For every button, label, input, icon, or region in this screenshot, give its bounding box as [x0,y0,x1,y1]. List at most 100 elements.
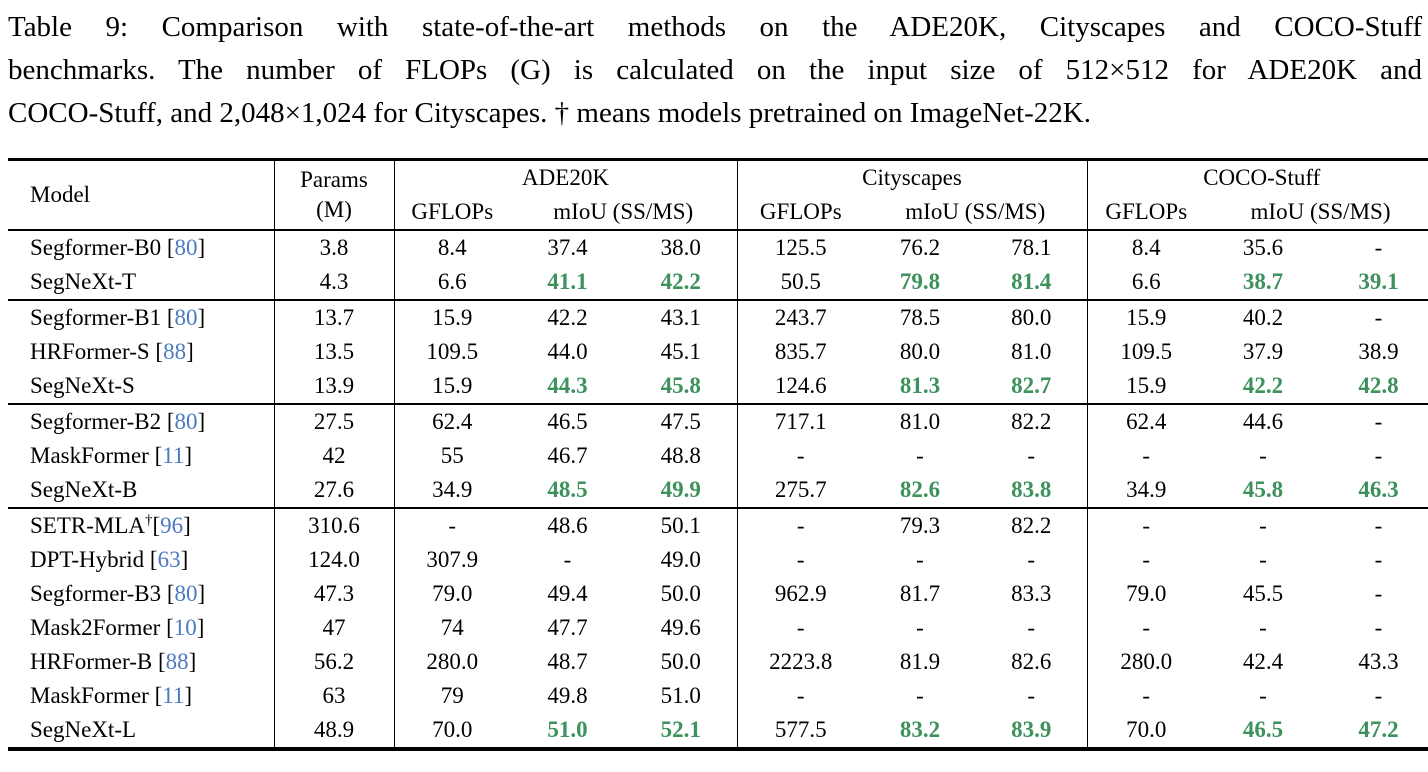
table-row: MaskFormer [11] 42 55 46.7 48.8 - - - - - - [8,439,1428,473]
metric-value: 39.1 [1358,269,1399,294]
model-name: Segformer-B3 [80] [30,581,206,606]
metric-value: 48.7 [547,649,588,674]
model-name: HRFormer-B [88] [30,649,197,674]
table-row: SETR-MLA†[96] 310.6-48.6 50.1-79.3 82.2- - - [8,508,1428,543]
metric-value: 34.9 [393,473,510,508]
params-value: 4.3 [273,265,395,300]
metric-value: 109.5 [1086,335,1206,369]
citation-link[interactable]: 80 [174,409,198,434]
metric-value: 44.6 [1242,409,1284,434]
metric-value: 44.3 [547,373,588,398]
citation-link[interactable]: 80 [174,235,198,260]
model-name: SegNeXt-T [30,269,137,294]
params-value: 310.6 [273,508,395,543]
metric-value: - [1086,508,1206,543]
metric-value: 70.0 [393,713,510,749]
metric-value: - [1374,305,1383,330]
citation-link[interactable]: 88 [163,339,187,364]
metric-value: 46.7 [547,443,588,468]
table-caption: Table 9: Comparison with state-of-the-ar… [8,6,1422,135]
metric-value: 6.6 [1086,265,1206,300]
table-row: Segformer-B1 [80] 13.7 15.9 42.2 43.1 243.7 78… [8,300,1428,335]
metric-value: - [1259,683,1267,708]
table-row: Segformer-B3 [80] 47.3 79.0 49.4 50.0 962.9 81… [8,577,1428,611]
table-row: Segformer-B0 [80] 3.8 8.4 37.4 38.0 125.5 76.2… [8,230,1428,265]
metric-value: 81.7 [899,581,941,606]
metric-value: 42.4 [1242,649,1284,674]
column-header-params: Params (M) [273,159,395,230]
metric-value: 80.0 [1011,305,1052,330]
metric-value: - [1086,543,1206,577]
metric-value: 577.5 [736,713,864,749]
metric-value: 6.6 [393,265,510,300]
metric-value: 48.6 [547,513,588,538]
metric-value: 79.8 [899,269,941,294]
metric-value: - [1086,679,1206,713]
metric-value: 962.9 [736,577,864,611]
metric-value: 48.8 [660,443,701,468]
subheader-miou-ade20k: mIoU (SS/MS) [553,199,694,224]
params-value: 56.2 [273,645,395,679]
params-value: 63 [273,679,395,713]
model-name: DPT-Hybrid [63] [30,547,189,572]
subheader-gflops-coco-stuff: GFLOPs [1086,195,1206,230]
metric-value: 78.1 [1011,235,1052,260]
citation-link[interactable]: 10 [173,615,197,640]
metric-value: 8.4 [393,230,510,265]
metric-value: 81.4 [1011,269,1052,294]
metric-value: 55 [393,439,510,473]
metric-value: 82.6 [1011,649,1052,674]
metric-value: 79 [393,679,510,713]
metric-value: - [1086,439,1206,473]
metric-value: 51.0 [660,683,701,708]
metric-value: - [1027,547,1036,572]
params-value: 27.6 [273,473,395,508]
citation-link[interactable]: 96 [160,513,184,538]
metric-value: 280.0 [393,645,510,679]
model-name: Segformer-B2 [80] [30,409,206,434]
metric-value: - [1374,547,1383,572]
metric-value: 62.4 [1086,404,1206,439]
subheader-gflops-ade20k: GFLOPs [393,195,510,230]
metric-value: 47.5 [660,409,701,434]
metric-value: 280.0 [1086,645,1206,679]
metric-value: 35.6 [1242,235,1284,260]
metric-value: 42.8 [1358,373,1399,398]
table-row: SegNeXt-B 27.6 34.9 48.5 49.9 275.7 82.6 83.8 34… [8,473,1428,508]
metric-value: 50.1 [660,513,701,538]
model-name: SegNeXt-S [30,373,135,398]
table-row: HRFormer-B [88] 56.2 280.0 48.7 50.0 2223.8 81… [8,645,1428,679]
metric-value: 78.5 [899,305,941,330]
table-row: SegNeXt-T 4.3 6.6 41.1 42.2 50.5 79.8 81.4 6.6 38… [8,265,1428,300]
metric-value: 82.2 [1011,513,1052,538]
citation-link[interactable]: 63 [157,547,181,572]
model-name: MaskFormer [11] [30,443,193,468]
metric-value: 44.0 [547,339,588,364]
citation-link[interactable]: 11 [162,683,185,708]
citation-link[interactable]: 88 [165,649,189,674]
params-value: 13.9 [273,369,395,404]
citation-link[interactable]: 80 [174,305,198,330]
metric-value: - [1086,611,1206,645]
metric-value: 717.1 [736,404,864,439]
citation-link[interactable]: 11 [162,443,185,468]
metric-value: 81.3 [899,373,941,398]
metric-value: 49.4 [547,581,588,606]
citation-link[interactable]: 80 [174,581,198,606]
metric-value: 49.9 [660,477,701,502]
metric-value: 47.7 [547,615,588,640]
metric-value: 81.0 [899,409,941,434]
metric-value: 40.2 [1242,305,1284,330]
metric-value: - [1374,683,1383,708]
metric-value: - [1374,235,1383,260]
metric-value: 76.2 [899,235,941,260]
column-header-model: Model [30,182,91,207]
metric-value: 15.9 [393,369,510,404]
metric-value: 109.5 [393,335,510,369]
subheader-gflops-cityscapes: GFLOPs [736,195,864,230]
table-group-4: SETR-MLA†[96] 310.6-48.6 50.1-79.3 82.2- - - D… [8,508,1428,749]
table-row: DPT-Hybrid [63] 124.0 307.9 - 49.0 - - - - - - [8,543,1428,577]
subheader-miou-cityscapes: mIoU (SS/MS) [905,199,1046,224]
metric-value: - [563,547,572,572]
metric-value: 835.7 [736,335,864,369]
